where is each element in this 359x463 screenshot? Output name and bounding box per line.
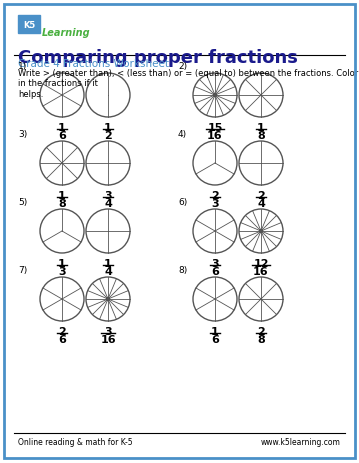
- Text: 1: 1: [257, 123, 265, 133]
- Text: 6: 6: [58, 334, 66, 344]
- Text: 1: 1: [104, 258, 112, 269]
- Text: 4: 4: [104, 266, 112, 276]
- Text: 3: 3: [104, 191, 112, 200]
- Text: Online reading & math for K-5: Online reading & math for K-5: [18, 437, 132, 446]
- Text: Learning: Learning: [42, 28, 90, 38]
- Text: 6: 6: [211, 334, 219, 344]
- Text: 1: 1: [58, 258, 66, 269]
- Text: 3: 3: [58, 266, 66, 276]
- Circle shape: [107, 298, 109, 301]
- Text: 8: 8: [257, 131, 265, 141]
- Text: 16: 16: [100, 334, 116, 344]
- Text: 16: 16: [253, 266, 269, 276]
- Text: 3: 3: [211, 258, 219, 269]
- Text: 12: 12: [253, 258, 269, 269]
- Text: Write > (greater than), < (less than) or = (equal to) between the fractions. Col: Write > (greater than), < (less than) or…: [18, 69, 358, 99]
- Text: 8): 8): [178, 265, 187, 275]
- Bar: [18, 16, 40, 34]
- Text: 1: 1: [58, 191, 66, 200]
- Text: 6): 6): [178, 198, 187, 206]
- Text: 2: 2: [257, 326, 265, 336]
- Text: 3: 3: [211, 199, 219, 208]
- Circle shape: [214, 94, 216, 97]
- Text: 8: 8: [257, 334, 265, 344]
- Circle shape: [260, 230, 262, 233]
- Text: 6: 6: [211, 266, 219, 276]
- Text: 1: 1: [58, 123, 66, 133]
- Text: 3): 3): [18, 130, 27, 139]
- Text: K5: K5: [23, 20, 35, 30]
- Text: 3: 3: [104, 326, 112, 336]
- Text: 8: 8: [58, 199, 66, 208]
- Text: 4: 4: [257, 199, 265, 208]
- Text: 2: 2: [257, 191, 265, 200]
- Text: 2: 2: [104, 131, 112, 141]
- Text: 16: 16: [207, 131, 223, 141]
- Text: Comparing proper fractions: Comparing proper fractions: [18, 49, 298, 67]
- Text: 6: 6: [58, 131, 66, 141]
- Text: 1): 1): [18, 62, 27, 71]
- Text: 5): 5): [18, 198, 27, 206]
- Text: 4: 4: [104, 199, 112, 208]
- Text: 2: 2: [58, 326, 66, 336]
- Text: 15: 15: [207, 123, 223, 133]
- Text: 7): 7): [18, 265, 27, 275]
- Text: 4): 4): [178, 130, 187, 139]
- Text: 1: 1: [211, 326, 219, 336]
- Text: Grade 4 Fractions Worksheet: Grade 4 Fractions Worksheet: [18, 59, 169, 69]
- Text: 2: 2: [211, 191, 219, 200]
- Text: www.k5learning.com: www.k5learning.com: [261, 437, 341, 446]
- Text: 1: 1: [104, 123, 112, 133]
- Text: 2): 2): [178, 62, 187, 71]
